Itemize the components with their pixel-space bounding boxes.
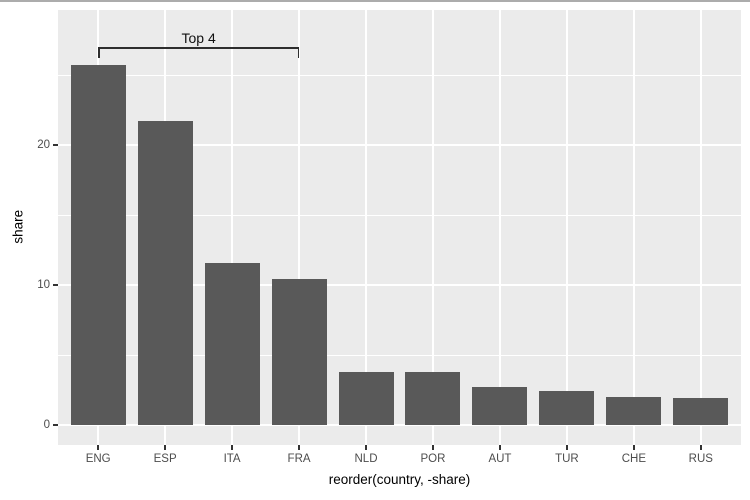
major-gridline-x-AUT [499, 10, 501, 445]
x-tick-CHE [633, 445, 635, 450]
bar-RUS [673, 398, 729, 425]
major-gridline-x-RUS [700, 10, 702, 445]
window-top-border [0, 0, 750, 2]
x-axis-title: reorder(country, -share) [328, 472, 471, 487]
x-tick-POR [432, 445, 434, 450]
y-tick-20 [53, 144, 58, 146]
y-tick-0 [53, 424, 58, 426]
x-tick-label-AUT: AUT [488, 453, 512, 465]
x-tick-ENG [97, 445, 99, 450]
bar-CHE [606, 397, 662, 425]
x-tick-label-ESP: ESP [153, 453, 177, 465]
major-gridline-x-CHE [633, 10, 635, 445]
minor-gridline-y-25 [58, 74, 741, 76]
major-gridline-x-FRA [298, 10, 300, 445]
bar-FRA [271, 279, 327, 425]
bracket-horizontal-line [98, 47, 300, 49]
y-tick-10 [53, 284, 58, 286]
major-gridline-y-0 [58, 424, 741, 426]
bar-AUT [472, 387, 528, 425]
x-tick-label-FRA: FRA [287, 453, 311, 465]
x-tick-label-CHE: CHE [621, 453, 646, 465]
bar-NLD [338, 371, 394, 425]
x-tick-label-ENG: ENG [85, 453, 111, 465]
x-tick-ESP [164, 445, 166, 450]
x-tick-label-POR: POR [420, 453, 446, 465]
x-tick-NLD [365, 445, 367, 450]
x-tick-label-TUR: TUR [555, 453, 579, 465]
x-tick-ITA [231, 445, 233, 450]
bar-ENG [70, 65, 126, 425]
annotation-label: Top 4 [181, 30, 216, 46]
y-tick-label-10: 10 [37, 278, 50, 291]
minor-gridline-y-5 [58, 354, 741, 356]
y-tick-label-20: 20 [37, 138, 50, 151]
major-gridline-x-NLD [365, 10, 367, 445]
x-tick-TUR [566, 445, 568, 450]
bracket-left-tick [98, 47, 100, 58]
major-gridline-x-ITA [231, 10, 233, 445]
bracket-right-tick [297, 47, 300, 58]
x-tick-label-RUS: RUS [688, 453, 713, 465]
major-gridline-y-10 [58, 284, 741, 286]
major-gridline-x-TUR [566, 10, 568, 445]
plot-panel [58, 10, 741, 445]
bar-POR [405, 371, 461, 425]
major-gridline-y-20 [58, 144, 741, 146]
y-axis-title: share [10, 209, 26, 244]
bar-TUR [539, 391, 595, 425]
bar-ESP [137, 121, 193, 425]
x-tick-label-NLD: NLD [354, 453, 378, 465]
x-tick-RUS [700, 445, 702, 450]
x-tick-AUT [499, 445, 501, 450]
bar-ITA [204, 262, 260, 425]
minor-gridline-y-15 [58, 214, 741, 216]
x-tick-FRA [298, 445, 300, 450]
x-tick-label-ITA: ITA [223, 453, 241, 465]
major-gridline-x-POR [432, 10, 434, 445]
y-tick-label-0: 0 [43, 418, 50, 431]
